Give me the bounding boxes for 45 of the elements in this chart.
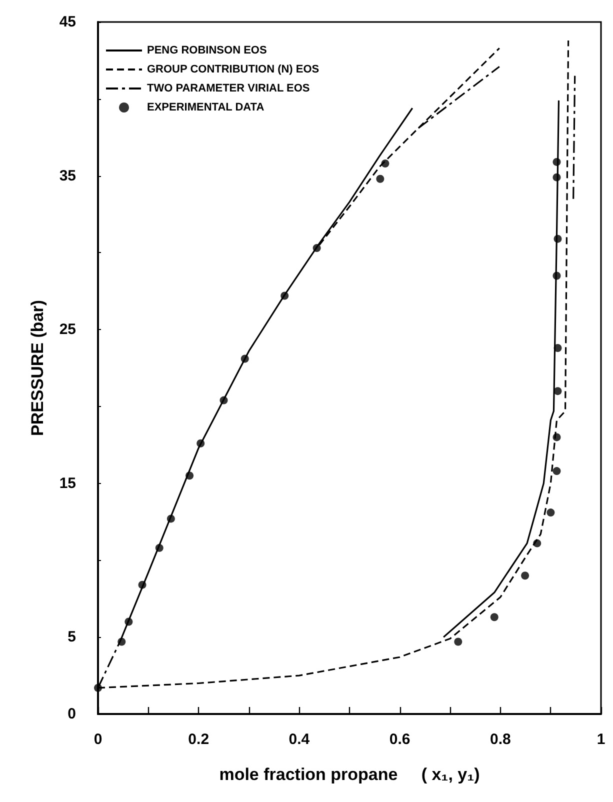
point [124, 618, 133, 626]
point [521, 572, 530, 580]
point [94, 684, 102, 692]
x-tick-label: 0 [94, 731, 102, 748]
point [138, 580, 146, 589]
legend-label: TWO PARAMETER VIRIAL EOS [147, 82, 310, 94]
point [186, 472, 194, 480]
point [552, 467, 561, 476]
point [490, 613, 498, 622]
point [454, 638, 462, 646]
point [552, 158, 561, 166]
point [166, 514, 175, 523]
x-tick-label: 0.4 [288, 731, 310, 748]
point [554, 387, 562, 396]
point [220, 396, 228, 404]
y-tick-label: 5 [68, 628, 76, 646]
legend-label: GROUP CONTRIBUTION (N) EOS [147, 64, 320, 76]
x-tick-label: 0.6 [389, 731, 410, 748]
point [552, 173, 561, 182]
point [552, 272, 561, 280]
x-tick-label: 0.8 [490, 731, 511, 748]
point [546, 508, 555, 517]
point [196, 439, 205, 448]
legend-label: PENG ROBINSON EOS [147, 44, 267, 56]
y-tick-label: 35 [59, 167, 76, 184]
point [376, 174, 384, 183]
point [552, 433, 561, 442]
point [312, 244, 321, 252]
y-axis-title: PRESSURE (bar) [28, 300, 47, 436]
point [155, 544, 164, 552]
point [381, 159, 390, 168]
x-tick-label: 1 [596, 731, 606, 748]
point [118, 638, 126, 646]
point [280, 292, 289, 300]
point [240, 354, 249, 363]
y-tick-label: 45 [59, 14, 76, 30]
x-tick-label: 0.2 [188, 731, 210, 748]
x-axis-title: mole fraction propane ( x₁, y₁) [219, 765, 480, 784]
point [554, 344, 562, 352]
y-tick-label: 0 [68, 706, 76, 722]
point [533, 539, 542, 548]
point [554, 234, 562, 243]
legend-label: EXPERIMENTAL DATA [147, 102, 264, 114]
y-tick-label: 25 [59, 321, 76, 338]
y-tick-label: 15 [59, 474, 76, 492]
